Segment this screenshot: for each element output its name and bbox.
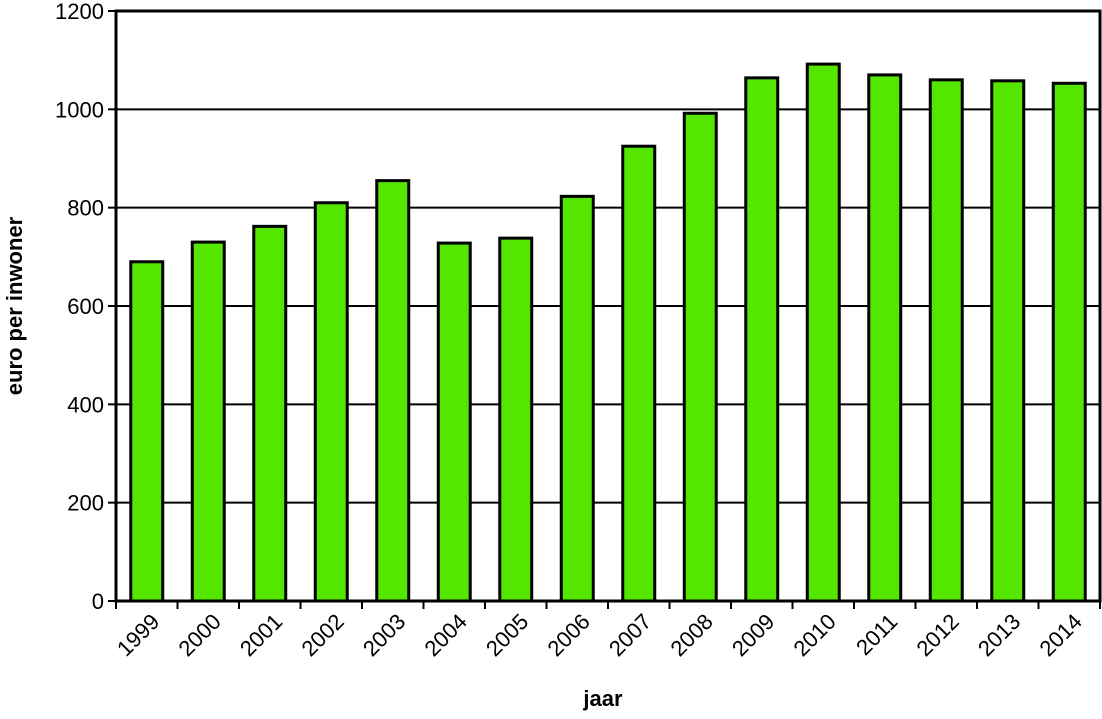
x-tick-label: 2001 [235, 609, 287, 661]
bar [436, 241, 472, 603]
bar [867, 73, 903, 603]
x-tick-label: 2008 [665, 609, 717, 661]
bar [744, 76, 780, 603]
x-tick-label: 2012 [911, 609, 963, 661]
plot-frame [114, 9, 1102, 603]
x-tick-label: 1999 [112, 609, 164, 661]
y-tick-label: 0 [92, 589, 104, 614]
bar [129, 260, 165, 603]
x-tick-label: 2009 [727, 609, 779, 661]
bar [559, 194, 595, 603]
bar [1051, 81, 1087, 603]
bar [990, 79, 1026, 603]
bar [621, 144, 657, 603]
bar [313, 201, 349, 603]
bar [928, 78, 964, 603]
bar [682, 111, 718, 603]
x-tick-label: 2014 [1034, 609, 1086, 661]
y-tick-label: 200 [67, 491, 104, 516]
x-tick-label: 2006 [542, 609, 594, 661]
y-tick-label: 400 [67, 392, 104, 417]
x-tick-label: 2010 [788, 609, 840, 661]
x-tick-label: 2002 [296, 609, 348, 661]
bar [805, 62, 841, 603]
x-tick-label: 2000 [173, 609, 225, 661]
x-tick-label: 2005 [481, 609, 533, 661]
y-tick-label: 1200 [55, 0, 104, 24]
bar [375, 179, 411, 603]
x-tick-label: 2004 [419, 609, 471, 661]
y-tick-label: 800 [67, 196, 104, 221]
y-tick-label: 600 [67, 294, 104, 319]
x-tick-label: 2013 [973, 609, 1025, 661]
bar [190, 240, 226, 603]
x-tick-label: 2003 [358, 609, 410, 661]
bar [498, 236, 534, 603]
x-axis-label: jaar [582, 686, 623, 711]
y-tick-label: 1000 [55, 97, 104, 122]
x-tick-label: 2007 [604, 609, 656, 661]
y-axis-label: euro per inwoner [2, 216, 27, 395]
x-tick-label: 2011 [851, 609, 902, 660]
bar [252, 224, 288, 603]
